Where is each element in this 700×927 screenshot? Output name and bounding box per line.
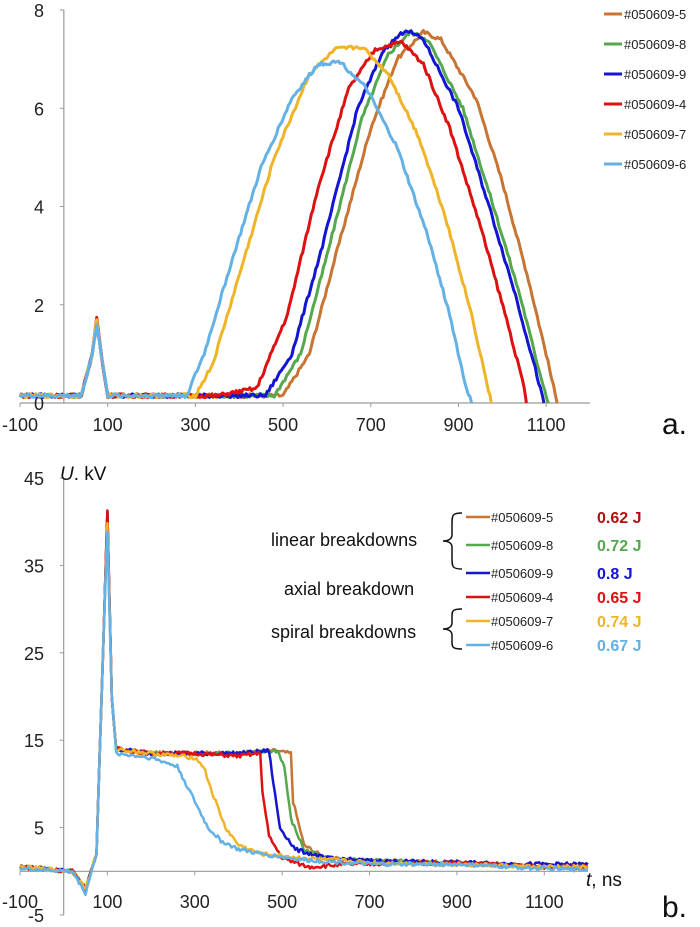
a-y-tick-label: 4 <box>34 198 44 218</box>
b-y-tick-label: 15 <box>24 731 44 751</box>
panel-b-series-group <box>18 509 589 897</box>
panel-b-x-axis-var: t <box>586 870 592 891</box>
panel-b-legend-label: #050609-6 <box>491 638 553 653</box>
a-x-tick-label: -100 <box>2 415 38 435</box>
b-y-tick-label: -5 <box>28 906 44 926</box>
panel-b-y-axis-label: U. kV <box>60 464 107 485</box>
a-y-tick-label: 8 <box>34 1 44 21</box>
panel-a-legend-label: #050609-7 <box>624 127 686 142</box>
panel-b-energy-label: 0.62 J <box>597 510 641 527</box>
panel-b-chart: -5 5 15 25 35 45 -100 100 300 500 700 900 1100 #0506… <box>2 464 687 926</box>
panel-b-legend-label: #050609-7 <box>491 614 553 629</box>
panel-a-legend-label: #050609-8 <box>624 37 686 52</box>
a-x-tick-label: 900 <box>443 415 473 435</box>
a-series-line-050609-7 <box>19 44 493 404</box>
b-y-tick-label: 45 <box>24 469 44 489</box>
brace-spiral <box>442 608 463 650</box>
panel-a-legend-label: #050609-4 <box>624 97 686 112</box>
a-series-line-050609-9 <box>19 29 546 404</box>
a-x-tick-label: 100 <box>93 415 123 435</box>
panel-b-energy-label: 0.72 J <box>597 538 641 555</box>
panel-a-axes: 0 2 4 6 8 -100 100 300 500 700 900 1100 <box>2 1 590 435</box>
b-x-tick-label: 1100 <box>525 892 564 912</box>
annotation-linear-breakdowns: linear breakdowns <box>271 530 417 550</box>
panel-a-legend: #050609-5 #050609-8 #050609-9 #050609-4 #050… <box>604 7 686 172</box>
brace-linear <box>442 512 463 570</box>
a-y-tick-label: 0 <box>34 394 44 414</box>
b-x-tick-label: 900 <box>442 892 472 912</box>
a-x-tick-label: 1100 <box>527 415 566 435</box>
b-y-tick-label: 25 <box>24 644 44 664</box>
panel-b-y-axis-var: U <box>60 464 74 485</box>
a-x-tick-label: 700 <box>356 415 386 435</box>
panel-a-legend-label: #050609-5 <box>624 7 686 22</box>
panel-a-series-group <box>18 29 559 404</box>
panel-b-axes: -5 5 15 25 35 45 -100 100 300 500 700 900 1100 <box>2 469 588 926</box>
panel-b-energy-label: 0.67 J <box>597 638 641 655</box>
a-x-tick-label: 300 <box>180 415 210 435</box>
panel-b-x-axis-unit: , ns <box>591 870 622 891</box>
b-x-tick-label: 700 <box>355 892 385 912</box>
b-y-tick-label: 5 <box>34 819 44 839</box>
panel-b-legend-label: #050609-5 <box>491 510 553 525</box>
panel-a-label: a. <box>662 408 687 441</box>
panel-b-x-axis-label: t, ns <box>586 870 622 891</box>
panel-b-legend-label: #050609-9 <box>491 566 553 581</box>
a-y-tick-label: 2 <box>34 296 44 316</box>
panel-a-legend-label: #050609-9 <box>624 67 686 82</box>
b-series-line-050609-6 <box>19 530 589 897</box>
panel-b-legend: #050609-5 0.62 J #050609-8 0.72 J #050609-9 0… <box>466 510 641 655</box>
panel-b-energy-label: 0.8 J <box>597 566 633 583</box>
panel-b-energy-label: 0.74 J <box>597 614 641 631</box>
b-x-tick-label: 100 <box>92 892 122 912</box>
a-y-tick-label: 6 <box>34 99 44 119</box>
panel-b-legend-label: #050609-4 <box>491 590 553 605</box>
a-x-tick-label: 500 <box>268 415 298 435</box>
panel-b-label: b. <box>662 891 687 924</box>
panel-b-energy-label: 0.65 J <box>597 590 641 607</box>
b-x-tick-label: -100 <box>2 892 38 912</box>
annotation-spiral-breakdowns: spiral breakdowns <box>271 622 416 642</box>
b-y-tick-label: 35 <box>24 556 44 576</box>
b-x-tick-label: 500 <box>267 892 297 912</box>
panel-b-legend-label: #050609-8 <box>491 538 553 553</box>
b-x-tick-label: 300 <box>180 892 210 912</box>
panel-a-legend-label: #050609-6 <box>624 157 686 172</box>
annotation-axial-breakdown: axial breakdown <box>284 579 414 599</box>
a-series-line-050609-6 <box>19 59 474 404</box>
panel-b-y-axis-unit: . kV <box>74 464 107 485</box>
